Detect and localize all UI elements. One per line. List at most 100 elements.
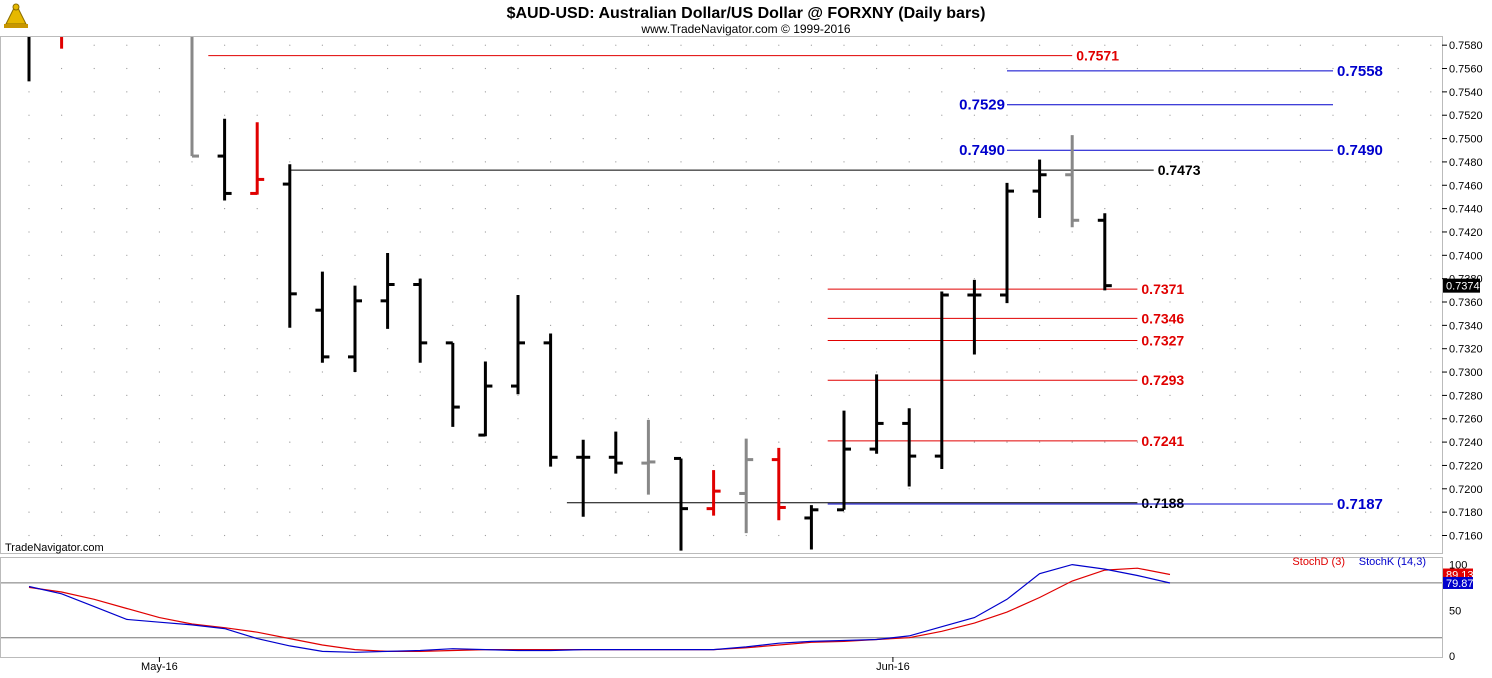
grid-dot [582, 138, 584, 140]
grid-dot [615, 301, 617, 303]
grid-dot [843, 301, 845, 303]
grid-dot [843, 67, 845, 70]
grid-dot [484, 231, 486, 233]
grid-dot [1202, 324, 1204, 326]
grid-dot [615, 184, 617, 186]
grid-dot [452, 534, 454, 537]
grid-dot [1430, 418, 1432, 420]
grid-dot [93, 324, 95, 326]
grid-dot [941, 44, 943, 46]
grid-dot [321, 488, 323, 490]
grid-dot [321, 441, 323, 443]
grid-dot [582, 67, 584, 70]
grid-dot [517, 44, 519, 46]
grid-dot [843, 44, 845, 46]
grid-dot [1169, 67, 1171, 70]
grid-dot [615, 488, 617, 490]
grid-dot [647, 254, 650, 256]
grid-dot [1234, 394, 1236, 396]
grid-dot [810, 418, 813, 420]
grid-dot [1006, 511, 1008, 513]
grid-dot [191, 488, 193, 490]
grid-dot [973, 371, 976, 373]
grid-dot [1299, 114, 1301, 116]
grid-dot [484, 184, 486, 186]
grid-dot [126, 278, 128, 280]
grid-dot [778, 441, 780, 443]
grid-dot [1104, 161, 1106, 163]
grid-dot [1397, 184, 1399, 186]
level-label: 0.7473 [1158, 162, 1201, 178]
grid-dot [354, 511, 356, 513]
grid-dot [1299, 138, 1301, 140]
grid-dot [1365, 371, 1367, 373]
grid-dot [1267, 114, 1269, 116]
grid-dot [321, 534, 323, 537]
grid-dot [876, 91, 878, 93]
grid-dot [158, 464, 160, 466]
grid-dot [1202, 161, 1204, 163]
grid-dot [1332, 488, 1334, 490]
grid-dot [224, 511, 226, 513]
grid-dot [93, 184, 95, 186]
grid-dot [1006, 348, 1008, 350]
grid-dot [615, 418, 617, 420]
grid-dot [1006, 138, 1008, 140]
grid-dot [1234, 208, 1236, 210]
grid-dot [256, 278, 258, 280]
grid-dot [550, 231, 552, 233]
grid-dot [387, 184, 389, 186]
grid-dot [484, 488, 486, 490]
grid-dot [517, 418, 519, 420]
grid-dot [647, 418, 650, 420]
grid-dot [1169, 534, 1171, 537]
grid-dot [321, 254, 323, 256]
grid-dot [908, 67, 910, 70]
grid-dot [419, 208, 421, 210]
grid-dot [1299, 301, 1301, 303]
grid-dot [1234, 184, 1236, 186]
grid-dot [908, 91, 910, 93]
grid-dot [647, 67, 650, 70]
grid-dot [419, 161, 421, 163]
grid-dot [1169, 464, 1171, 466]
grid-dot [1234, 138, 1236, 140]
grid-dot [1169, 418, 1171, 420]
grid-dot [843, 278, 845, 280]
grid-dot [1136, 114, 1138, 116]
grid-dot [1397, 231, 1399, 233]
grid-dot [452, 138, 454, 140]
grid-dot [1397, 208, 1399, 210]
grid-dot [321, 161, 323, 163]
grid-dot [745, 534, 747, 537]
grid-dot [321, 418, 323, 420]
grid-dot [289, 534, 291, 537]
level-lines: 0.7571 0.7558 0.7529 0.7490 0.7490 0.7473 0.73… [208, 48, 1383, 513]
grid-dot [256, 324, 258, 326]
grid-dot [126, 254, 128, 256]
grid-dot [387, 464, 389, 466]
grid-dot [126, 231, 128, 233]
grid-dot [452, 441, 454, 443]
grid-dot [647, 91, 650, 93]
price-bar [869, 374, 884, 454]
price-tick-label: 0.7260 [1449, 414, 1483, 426]
price-tick-label: 0.7540 [1449, 87, 1483, 99]
last-price-label: 0.7374 [1446, 281, 1480, 293]
grid-dot [452, 208, 454, 210]
grid-dot [1202, 511, 1204, 513]
grid-dot [745, 301, 747, 303]
grid-dot [387, 138, 389, 140]
grid-dot [908, 394, 910, 396]
grid-dot [647, 138, 650, 140]
grid-dot [1104, 371, 1106, 373]
grid-dot [93, 418, 95, 420]
grid-dot [1006, 324, 1008, 326]
grid-dot [1136, 184, 1138, 186]
grid-dot [843, 394, 845, 396]
price-tick-label: 0.7300 [1449, 367, 1483, 379]
grid-dot [1430, 488, 1432, 490]
grid-dot [354, 394, 356, 396]
grid-dot [1430, 511, 1432, 513]
